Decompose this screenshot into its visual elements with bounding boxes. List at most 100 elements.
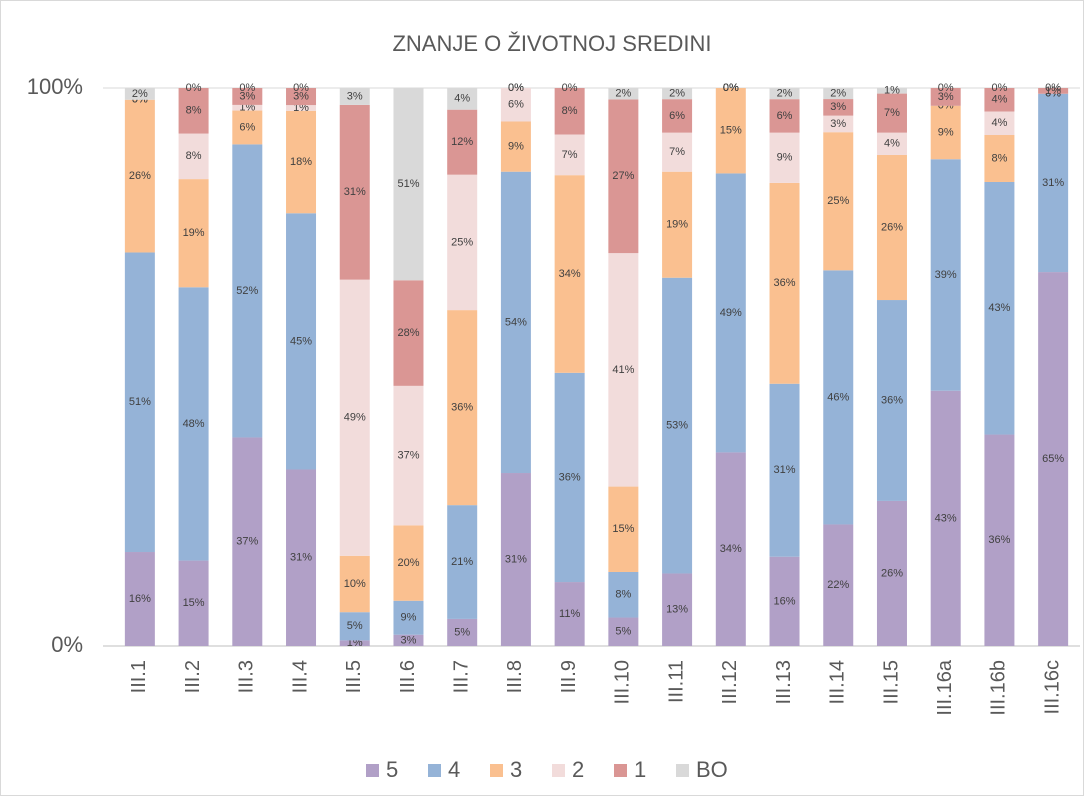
- x-tick-label: III.16a: [934, 659, 956, 715]
- bar-segment: [232, 144, 263, 438]
- data-label: 52%: [236, 285, 258, 297]
- bar-segment: [984, 181, 1015, 435]
- x-tick-label: III.5: [343, 660, 365, 693]
- bar-segment: [930, 159, 961, 391]
- data-label: 31%: [1042, 177, 1064, 189]
- bar-segment: [930, 390, 961, 646]
- legend-label: BO: [696, 757, 728, 782]
- data-label: 9%: [401, 612, 417, 624]
- data-label: 7%: [669, 146, 685, 158]
- bar-segment: [178, 179, 209, 288]
- data-label: 16%: [129, 593, 151, 605]
- data-label: 26%: [881, 567, 903, 579]
- data-label: 5%: [347, 620, 363, 632]
- bar-segment: [930, 105, 961, 160]
- bar-segment: [1038, 272, 1069, 646]
- x-tick-label: III.16b: [988, 660, 1010, 716]
- bar-segment: [554, 582, 585, 646]
- bar-segment: [662, 573, 693, 646]
- bar-segment: [393, 525, 424, 601]
- x-tick-label: III.15: [880, 660, 902, 704]
- bar-segment: [500, 473, 531, 646]
- bar-segment: [662, 99, 693, 133]
- bar-segment: [662, 171, 693, 278]
- bar-segment: [984, 434, 1015, 646]
- data-label: 36%: [881, 394, 903, 406]
- bar-segment: [769, 182, 800, 384]
- data-label: 8%: [991, 152, 1007, 164]
- bar-segment: [769, 99, 800, 133]
- bar-segment: [447, 174, 478, 311]
- bar-segment: [124, 99, 155, 253]
- x-tick-label: III.3: [236, 660, 258, 693]
- bar-segment: [393, 280, 424, 386]
- x-tick-label: III.4: [289, 660, 311, 693]
- legend-swatch: [614, 764, 627, 777]
- data-label: 22%: [827, 579, 849, 591]
- data-label: 36%: [451, 402, 473, 414]
- data-label: 9%: [777, 152, 793, 164]
- data-label: 4%: [454, 93, 470, 105]
- bar-segment: [876, 132, 907, 155]
- data-label: 8%: [562, 105, 578, 117]
- bar-segment: [554, 372, 585, 583]
- y-tick-label: 100%: [27, 74, 83, 99]
- bar-segment: [662, 88, 693, 100]
- x-tick-label: III.10: [612, 660, 634, 704]
- data-label: 27%: [612, 170, 634, 182]
- data-label: 0%: [508, 82, 524, 94]
- data-label: 3%: [239, 90, 255, 102]
- data-label: 25%: [451, 236, 473, 248]
- bar-segment: [124, 552, 155, 646]
- bar-segment: [823, 88, 854, 100]
- data-label: 2%: [777, 87, 793, 99]
- data-label: 34%: [720, 543, 742, 555]
- x-tick-label: III.8: [504, 660, 526, 693]
- bar-segment: [447, 310, 478, 506]
- data-label: 36%: [774, 277, 796, 289]
- data-label: 6%: [777, 110, 793, 122]
- bar-segment: [500, 88, 531, 122]
- bar-segment: [339, 640, 370, 646]
- bar-segment: [286, 469, 317, 646]
- data-label: 7%: [884, 107, 900, 119]
- bar-segment: [984, 111, 1015, 135]
- data-label: 39%: [935, 269, 957, 281]
- bar-segment: [339, 279, 370, 556]
- x-tick-label: III.13: [773, 660, 795, 704]
- data-label: 15%: [720, 125, 742, 137]
- bar-segment: [1038, 93, 1069, 273]
- bar-segment: [178, 88, 209, 134]
- x-tick-label: III.9: [558, 660, 580, 693]
- bar-segment: [823, 270, 854, 525]
- data-label: 31%: [290, 552, 312, 564]
- data-label: 37%: [236, 536, 258, 548]
- bar-segment: [500, 171, 531, 474]
- data-label: 3%: [830, 118, 846, 130]
- bar-segment: [608, 88, 639, 100]
- data-label: 11%: [559, 608, 580, 620]
- legend-swatch: [428, 764, 441, 777]
- bar-segment: [232, 88, 263, 105]
- bar-segment: [554, 88, 585, 135]
- data-label: 2%: [669, 87, 685, 99]
- bar-segment: [232, 104, 263, 111]
- data-label: 0%: [723, 82, 739, 94]
- bar-segment: [232, 110, 263, 145]
- data-label: 8%: [186, 150, 202, 162]
- data-label: 0%: [991, 82, 1007, 94]
- x-tick-label: III.2: [182, 660, 204, 693]
- legend-swatch: [552, 764, 565, 777]
- bar-segment: [232, 437, 263, 646]
- legend-label: 5: [386, 757, 398, 782]
- data-label: 7%: [562, 149, 578, 161]
- data-label: 6%: [239, 121, 255, 133]
- y-tick-label: 0%: [51, 632, 83, 657]
- data-label: 4%: [884, 138, 900, 150]
- data-label: 6%: [669, 110, 685, 122]
- data-label: 31%: [344, 186, 366, 198]
- bar-segment: [876, 88, 907, 94]
- x-tick-label: III.7: [450, 660, 472, 693]
